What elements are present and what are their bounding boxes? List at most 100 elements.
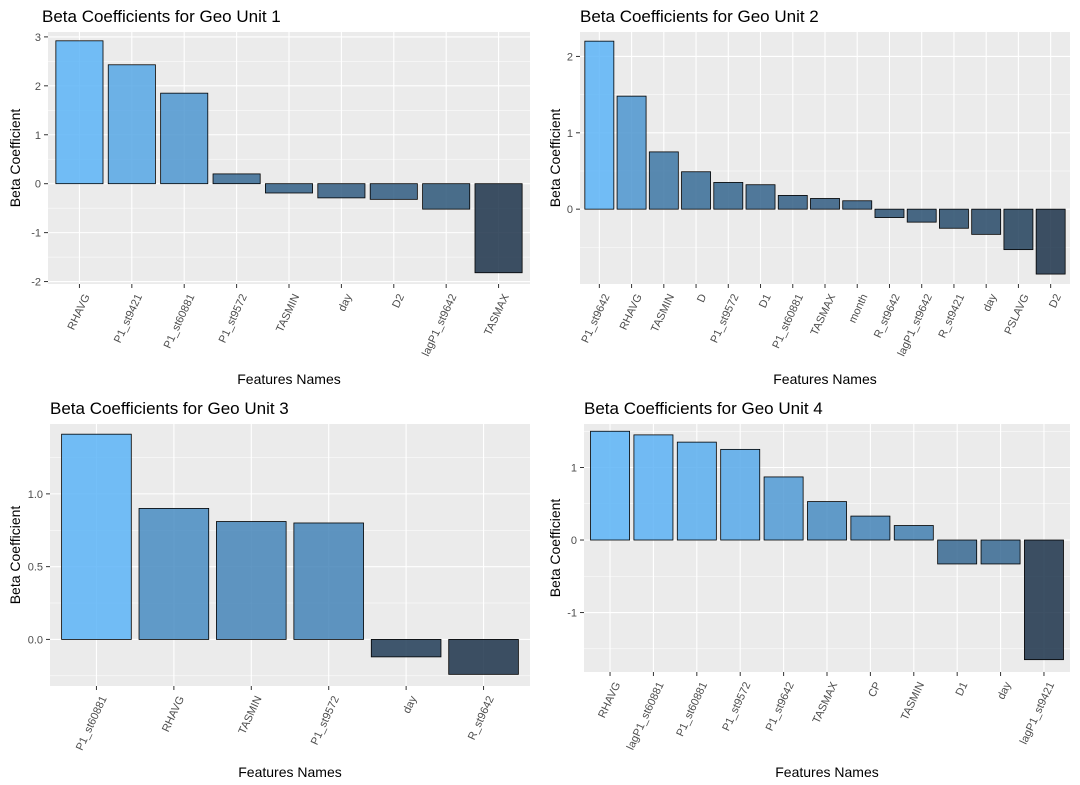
x-tick-label: TASMIN (899, 680, 927, 722)
bar-p1-st60881 (61, 433, 132, 640)
bar-day (971, 208, 1002, 235)
bar-tasmin (648, 151, 679, 210)
x-tick-label: day (401, 694, 420, 716)
bar-rhavg (138, 508, 210, 640)
x-tick-label: P1_st60881 (74, 694, 110, 752)
x-tick-label: day (981, 292, 1000, 314)
x-axis-title: Features Names (238, 764, 341, 780)
x-tick-label: RHAVG (66, 292, 93, 332)
bar-lagp1-st9421 (1024, 539, 1064, 661)
bar-d1 (745, 184, 776, 210)
y-axis-title: Beta Coefficient (547, 499, 563, 598)
bar-rhavg (55, 40, 104, 185)
bar-d1 (937, 539, 978, 565)
x-axis-title: Features Names (237, 371, 340, 387)
bar-p1-st9642 (763, 476, 804, 541)
x-tick-label: RHAVG (160, 694, 187, 734)
y-tick-label: 1 (571, 463, 577, 475)
y-tick-label: 0 (35, 179, 41, 191)
x-axis-title: Features Names (775, 764, 878, 780)
bar-month (842, 200, 873, 210)
bar-lagp1-st60881 (633, 434, 674, 541)
y-tick-label: -2 (31, 277, 41, 289)
x-tick-label: TASMIN (274, 292, 302, 334)
x-tick-label: P1_st9572 (708, 292, 741, 345)
x-tick-label: lagP1_st60881 (625, 680, 667, 752)
bar-rhavg (590, 430, 630, 541)
chart-title: Beta Coefficients for Geo Unit 3 (50, 399, 289, 418)
bar-lagp1-st9642 (422, 183, 471, 210)
bar-r-st9642 (874, 208, 905, 218)
y-tick-label: 0 (571, 535, 577, 547)
y-tick-label: -1 (31, 228, 41, 240)
x-tick-label: R_st9642 (466, 694, 497, 742)
x-tick-label: RHAVG (596, 680, 623, 720)
bar-day (317, 183, 366, 199)
bar-day (980, 539, 1021, 565)
chart-geo-unit-2: 0 1 2 P1_st9642 RHAVG TASMIN D P1_st9572 D1P1_st… (547, 7, 1070, 387)
x-tick-label: PSLAVG (1003, 292, 1032, 336)
bar-p1-st9421 (107, 64, 156, 185)
bar-p1-st9572 (212, 173, 261, 185)
x-tick-label: D1 (757, 292, 774, 310)
x-tick-label: P1_st9642 (579, 292, 612, 345)
bar-tasmin (216, 521, 287, 640)
x-tick-label: TASMAX (811, 680, 841, 726)
x-tick-label: TASMAX (482, 292, 512, 338)
x-tick-label: P1_st9572 (309, 694, 342, 747)
x-tick-label: day (995, 680, 1014, 702)
x-tick-label: P1_st9572 (720, 680, 753, 733)
x-tick-label: RHAVG (618, 292, 645, 332)
x-tick-label: R_st9642 (872, 292, 903, 340)
bar-p1-st9572 (720, 448, 761, 541)
x-tick-label: lagP1_st9642 (420, 292, 459, 358)
bar-d (681, 171, 711, 210)
y-tick-label: 0 (567, 204, 573, 216)
y-tick-label: 3 (35, 32, 41, 44)
bar-p1-st60881 (777, 195, 808, 210)
bar-p1-st9642 (584, 40, 615, 210)
y-tick-label: 1 (35, 130, 41, 142)
chart-title: Beta Coefficients for Geo Unit 1 (42, 7, 281, 26)
x-tick-label: P1_st60881 (162, 292, 198, 350)
x-tick-label: TASMAX (809, 292, 839, 338)
bar-pslavg (1003, 208, 1034, 251)
bar-p1-st60881 (160, 92, 209, 185)
chart-title: Beta Coefficients for Geo Unit 2 (580, 7, 819, 26)
bar-tasmax (807, 501, 847, 541)
x-tick-label: CP (866, 680, 883, 699)
y-axis-title: Beta Coefficient (7, 109, 23, 208)
x-tick-label: TASMIN (649, 292, 677, 334)
chart-geo-unit-3: 0.0 0.5 1.0 P1_st60881 RHAVG TASMIN P1_st9572 d… (7, 399, 530, 780)
x-tick-label: D (695, 292, 709, 304)
chart-geo-unit-1: -2 -1 0 1 2 3 RHAVG P1_st9421 P1_st60881 P1_st957… (7, 7, 530, 387)
bar-p1-st9572 (713, 182, 744, 210)
x-tick-label: P1_st9572 (217, 292, 250, 345)
x-tick-label: month (847, 292, 871, 325)
bar-d2 (369, 183, 418, 200)
y-tick-label: -1 (567, 608, 577, 620)
bar-cp (850, 515, 891, 541)
bar-tasmax (810, 198, 840, 210)
bar-r-st9421 (939, 208, 969, 229)
bar-r-st9642 (448, 639, 519, 675)
chart-title: Beta Coefficients for Geo Unit 4 (584, 399, 823, 418)
bar-tasmax (474, 183, 523, 274)
x-tick-label: day (336, 292, 355, 314)
bar-rhavg (616, 95, 647, 210)
x-tick-label: P1_st9421 (112, 292, 145, 345)
x-tick-label: D2 (1047, 292, 1064, 310)
y-tick-label: 1.0 (28, 489, 43, 501)
bar-lagp1-st9642 (906, 208, 937, 223)
x-tick-label: P1_st9642 (764, 680, 797, 733)
bar-tasmin (265, 183, 313, 194)
y-tick-label: 0.5 (28, 562, 43, 574)
y-tick-label: 2 (35, 81, 41, 93)
bar-p1-st60881 (676, 441, 717, 541)
x-tick-label: D2 (390, 292, 407, 310)
x-axis-title: Features Names (773, 371, 876, 387)
bar-day (370, 639, 442, 658)
bar-p1-st9572 (293, 522, 364, 640)
bar-d2 (1035, 208, 1066, 275)
y-axis-title: Beta Coefficient (547, 109, 563, 208)
